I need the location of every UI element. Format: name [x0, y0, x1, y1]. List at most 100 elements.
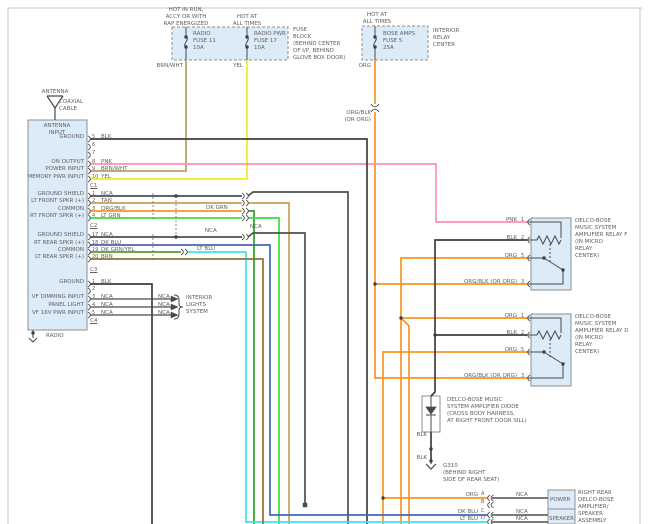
- pin-power-input: POWER INPUT: [45, 166, 84, 172]
- relayd-sw-out: [527, 364, 564, 379]
- pin-rt-rear: RT REAR SPKR (+): [33, 240, 84, 246]
- wire-org-relayd5: [382, 351, 527, 524]
- pin-gnd-shield-2: GROUND SHIELD: [37, 232, 84, 238]
- inline-connector: [241, 199, 245, 207]
- g310-1: G310: [443, 463, 458, 469]
- pinnum: 17: [92, 232, 99, 238]
- g310-2: (BEHIND RIGHT: [443, 470, 486, 476]
- pinnum: 18: [92, 240, 99, 246]
- wire-yel-fuse17-radio: [90, 60, 248, 180]
- pinnum: 1: [92, 191, 96, 197]
- relayf-pin3: 3: [521, 279, 525, 285]
- wire-ltgrn-pin4-b: [248, 217, 280, 524]
- interior-relay-center-box: [361, 25, 429, 61]
- il-arrow-1: [170, 295, 179, 303]
- relayf-name-1: DELCO-BOSE: [575, 218, 611, 224]
- inline-connector: [241, 214, 245, 222]
- wire-org-relayf5: [400, 257, 527, 318]
- irc-3: CENTER: [433, 42, 456, 48]
- wire-org: ORG: [358, 63, 371, 69]
- spk-wire-ltblu: LT BLU: [459, 516, 478, 522]
- hot-at-all-times-2a: HOT AT: [366, 12, 388, 18]
- junction-dot: [381, 496, 385, 500]
- speaker-pin-arc: [490, 511, 494, 519]
- wire-dkgrn-pin3: [248, 210, 255, 524]
- junction-dot: [245, 35, 249, 39]
- wire-orgblk-2: (OR ORG): [344, 117, 371, 123]
- relayf-pin2: 2: [521, 235, 525, 241]
- relayf-name-2: MUSIC SYSTEM: [575, 225, 617, 231]
- pinnum: 5: [92, 310, 96, 316]
- pinnum: 9: [92, 166, 96, 172]
- inline-connector: [245, 233, 249, 241]
- pinnum: 4: [92, 302, 96, 308]
- diode-name-3: (CROSS BODY HARNESS,: [447, 411, 515, 417]
- pin-on-output: ON OUTPUT: [51, 159, 84, 165]
- il-brace: [173, 294, 184, 320]
- junction-dot: [429, 459, 433, 463]
- antenna-symbol: [46, 95, 64, 120]
- wire-blk-1: BLK: [416, 432, 427, 438]
- wire-ltblu-pin19: [187, 251, 488, 523]
- pinnum: 7: [92, 150, 96, 156]
- relayd-pin5: 5: [521, 347, 525, 353]
- wirecolor: DK BLU: [101, 240, 122, 246]
- pin-lt-rear: LT REAR SPKR (+): [35, 254, 84, 260]
- radio-pin-arc: [87, 233, 91, 241]
- radio-pin-arc: [87, 214, 91, 222]
- wire-pnk-onoutput: [90, 163, 527, 223]
- radio-pin-arc: [87, 175, 91, 183]
- wirecolor: NCA: [158, 302, 170, 308]
- diode-name-2: SYSTEM AMPLIFIER DIODE: [447, 404, 519, 410]
- spk-pin-d: D: [481, 515, 485, 521]
- radio-pin-arc: [87, 143, 91, 151]
- radio-pin-arc: [87, 160, 91, 168]
- relayf-pin-pnk: PNK: [505, 217, 517, 223]
- relay-pin-arc: [527, 374, 531, 382]
- wire-blk-relayf2-diode: [430, 239, 527, 397]
- spk-name-4: SPEAKER: [578, 511, 603, 517]
- pin-vf-dimming: VF DIMMING INPUT: [31, 294, 84, 300]
- relayf-pin5: 5: [521, 253, 525, 259]
- wire-orgblk-feed: [374, 112, 527, 379]
- spk-speaker: SPEAKER: [549, 516, 574, 522]
- wire-yel: YEL: [233, 63, 243, 69]
- pinnum: 4: [92, 213, 96, 219]
- wirecolor: PNK: [101, 159, 113, 165]
- pinnum: 2: [92, 286, 96, 292]
- pin-ground-b: GROUND: [59, 279, 84, 285]
- relayd-pin-org1: ORG: [504, 313, 517, 319]
- fuse-block-4: OF I/P, BEHIND: [293, 48, 334, 54]
- wirecolor: YEL: [101, 174, 111, 180]
- relay-d-box: [530, 313, 572, 387]
- fuse5-2: FUSE 5: [383, 38, 403, 44]
- radio-pin-arc: [87, 199, 91, 207]
- relayd-name-2: MUSIC SYSTEM: [575, 321, 617, 327]
- speaker-assembly-box: [547, 489, 576, 524]
- fuse-block-1: FUSE: [293, 27, 308, 33]
- spk-nca-c: NCA: [516, 509, 528, 515]
- relayd-pin-blk: BLK: [506, 330, 517, 336]
- fuse5-3: 25A: [383, 45, 394, 51]
- radio-pin-arc: [87, 135, 91, 143]
- diode-triangle: [425, 406, 437, 415]
- spk-pin-b: B: [481, 499, 485, 505]
- radio-pin-arc: [87, 248, 91, 256]
- wirecolor: NCA: [101, 310, 113, 316]
- fuse17-3: 10A: [254, 45, 265, 51]
- relay-pin-arc: [527, 236, 531, 244]
- wirecolor: LT BLU: [197, 246, 216, 252]
- junction-dot: [561, 362, 565, 366]
- relay-f-box: [530, 217, 572, 291]
- antenna-input-1: ANTENNA: [43, 123, 71, 129]
- junction-dot: [429, 447, 433, 451]
- radio-pin-arc: [87, 280, 91, 288]
- inline-connector: [245, 192, 249, 200]
- diode-name-4: AT RIGHT FRONT DOOR SILL): [447, 418, 527, 424]
- spk-nca-d: NCA: [516, 516, 528, 522]
- wirecolor: NCA: [101, 294, 113, 300]
- pinnum: 2: [92, 198, 96, 204]
- junction-dot: [245, 45, 249, 49]
- hot-at-all-times-2b: ALL TIMES: [362, 19, 392, 25]
